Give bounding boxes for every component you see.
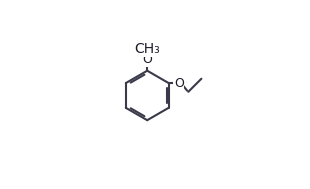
Text: O: O [174,77,184,90]
Text: O: O [142,53,152,66]
Text: CH₃: CH₃ [134,42,160,56]
